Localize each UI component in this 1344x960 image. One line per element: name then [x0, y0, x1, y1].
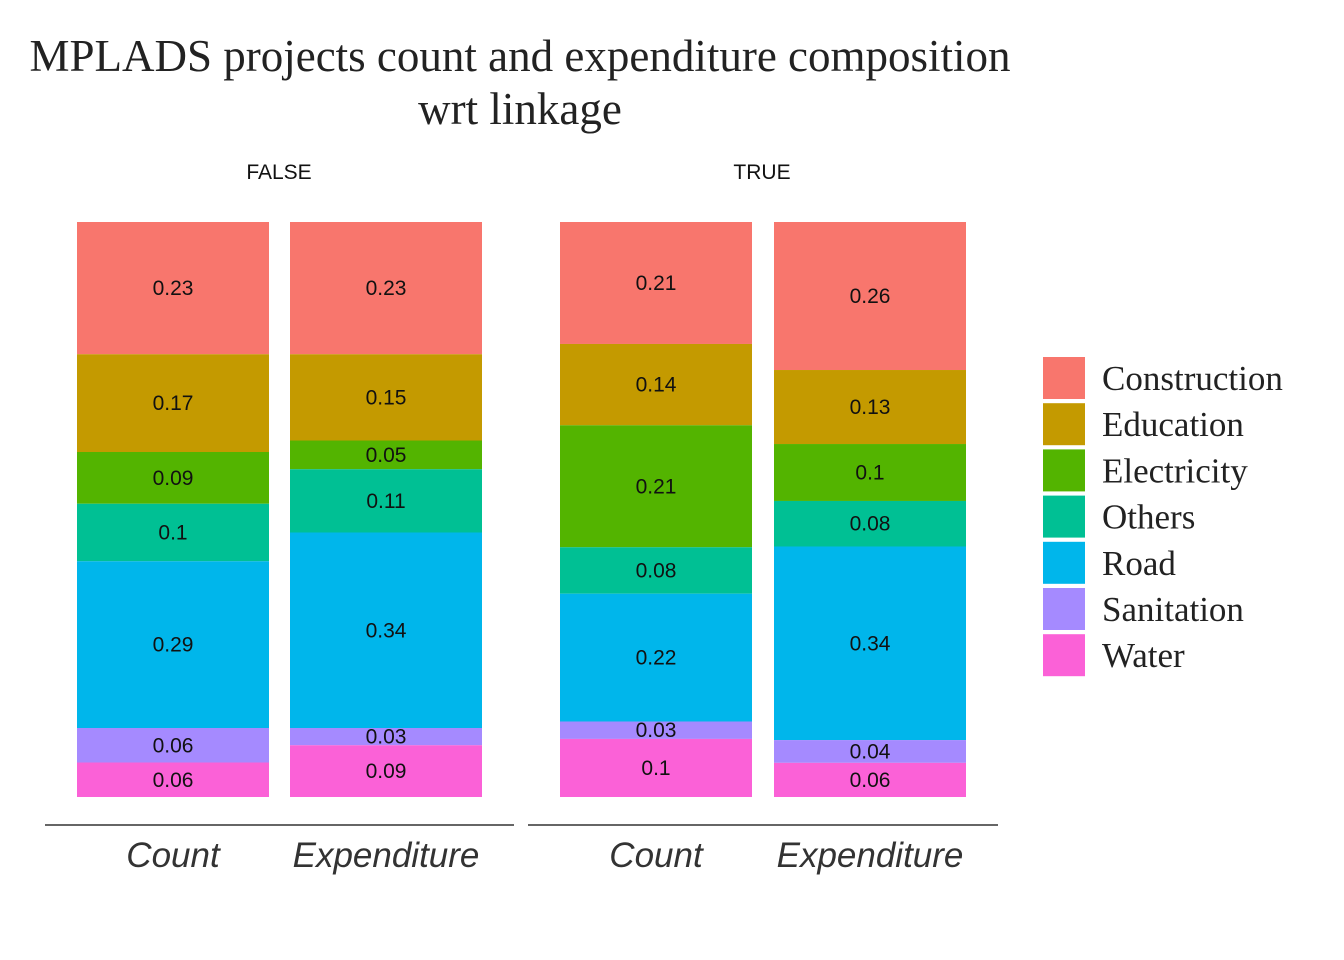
bar-segment-construction — [290, 222, 482, 355]
data-label: 0.29 — [153, 634, 194, 657]
facet-label-false: FALSE — [246, 161, 311, 184]
legend-key-education — [1043, 403, 1085, 446]
legend-key-sanitation — [1043, 588, 1085, 630]
bar-segment-sanitation — [560, 721, 752, 739]
data-label: 0.1 — [855, 461, 884, 484]
bar-segment-road — [774, 546, 966, 741]
data-label: 0.15 — [366, 386, 407, 409]
chart-title-line-2: wrt linkage — [418, 84, 622, 134]
bar-segment-road — [290, 532, 482, 728]
legend-key-others — [1043, 495, 1085, 538]
bar-segment-water — [560, 738, 752, 797]
bar-segment-others — [77, 503, 269, 562]
legend-label-education: Education — [1102, 405, 1244, 444]
data-label: 0.09 — [366, 760, 407, 783]
bar-segment-construction — [560, 222, 752, 344]
data-label: 0.26 — [850, 285, 891, 308]
bar-segment-water — [774, 762, 966, 797]
bar-segment-construction — [77, 222, 269, 355]
legend-label-electricity: Electricity — [1102, 451, 1248, 490]
bar-segment-education — [290, 354, 482, 441]
bar-segment-electricity — [77, 452, 269, 504]
bar-segment-education — [560, 343, 752, 426]
data-label: 0.08 — [850, 513, 891, 536]
legend-label-others: Others — [1102, 498, 1195, 537]
data-label: 0.04 — [850, 740, 891, 763]
data-label: 0.14 — [636, 374, 677, 397]
data-label: 0.06 — [153, 769, 194, 792]
bar-segment-education — [77, 354, 269, 452]
bar-segment-road — [77, 561, 269, 728]
data-label: 0.11 — [366, 490, 405, 513]
bar-segment-sanitation — [290, 728, 482, 746]
bar-segment-sanitation — [77, 728, 269, 763]
bar-segment-education — [774, 370, 966, 445]
bar-segment-sanitation — [774, 740, 966, 763]
x-tick-label: Count — [126, 836, 221, 875]
bar-segment-electricity — [774, 444, 966, 501]
legend-label-water: Water — [1102, 636, 1185, 675]
data-label: 0.03 — [366, 726, 407, 749]
data-label: 0.34 — [850, 632, 891, 655]
chart-title-line-1: MPLADS projects count and expenditure co… — [29, 31, 1011, 81]
data-label: 0.21 — [636, 475, 677, 498]
data-label: 0.34 — [366, 619, 407, 642]
data-label: 0.1 — [641, 757, 670, 780]
x-tick-label: Count — [609, 836, 704, 875]
legend-label-construction: Construction — [1102, 359, 1283, 398]
data-label: 0.08 — [636, 559, 677, 582]
facet-label-true: TRUE — [733, 161, 790, 184]
bar-segment-others — [774, 500, 966, 547]
data-label: 0.23 — [366, 277, 407, 300]
legend-key-construction — [1043, 357, 1085, 399]
bar-segment-construction — [774, 222, 966, 371]
data-label: 0.09 — [153, 467, 194, 490]
bar-segment-water — [77, 762, 269, 797]
data-label: 0.05 — [366, 444, 407, 467]
data-label: 0.06 — [153, 734, 194, 757]
bar-segment-others — [560, 547, 752, 594]
bar-segment-electricity — [290, 440, 482, 470]
bar-segment-water — [290, 745, 482, 797]
data-label: 0.17 — [153, 392, 194, 415]
data-label: 0.03 — [636, 719, 677, 742]
x-tick-label: Expenditure — [777, 836, 964, 875]
legend-label-sanitation: Sanitation — [1102, 590, 1244, 629]
legend-key-electricity — [1043, 449, 1085, 492]
bar-segment-electricity — [560, 425, 752, 548]
x-tick-label: Expenditure — [293, 836, 480, 875]
data-label: 0.13 — [850, 396, 891, 419]
data-label: 0.21 — [636, 272, 677, 295]
bar-segment-others — [290, 469, 482, 533]
data-label: 0.22 — [636, 647, 677, 670]
legend-key-road — [1043, 541, 1085, 584]
data-label: 0.23 — [153, 277, 194, 300]
bar-segment-road — [560, 593, 752, 722]
data-label: 0.1 — [158, 522, 187, 545]
legend-key-water — [1043, 634, 1085, 677]
legend-label-road: Road — [1102, 544, 1176, 583]
data-label: 0.06 — [850, 769, 891, 792]
